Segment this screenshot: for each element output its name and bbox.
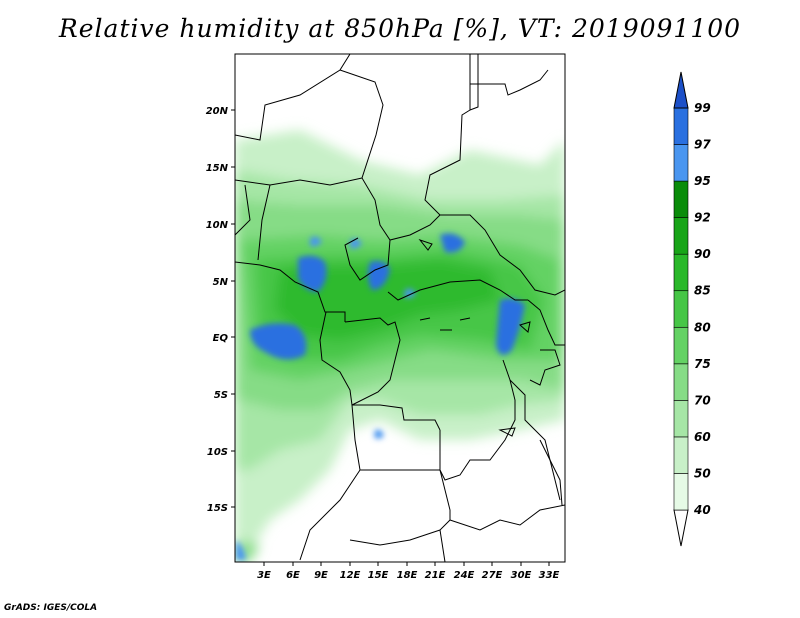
colorbar-bin	[673, 509, 689, 547]
lon-tick-label: 6E	[286, 570, 300, 581]
lon-tick-label: 21E	[425, 570, 446, 581]
lat-tick-label: 15N	[206, 163, 229, 174]
colorbar-bin	[673, 363, 689, 401]
colorbar-bin	[673, 144, 689, 182]
longitude-axis: 3E 6E 9E 12E 15E 18E 21E 24E 27E 30E 33E	[257, 562, 560, 581]
colorbar-level-label: 99	[694, 101, 711, 115]
colorbar-level-label: 80	[694, 320, 711, 334]
colorbar-bin	[673, 107, 689, 145]
chart-title: Relative humidity at 850hPa [%], VT: 201…	[58, 14, 742, 43]
high-humidity-patches	[236, 233, 525, 560]
country-borders	[235, 54, 565, 562]
lat-tick-label: 5S	[214, 390, 228, 401]
lon-tick-label: 33E	[539, 570, 560, 581]
colorbar-level-label: 40	[693, 503, 711, 517]
colorbar-bin	[673, 290, 689, 328]
lat-tick-label: 5N	[213, 277, 229, 288]
lat-tick-label: 15S	[207, 503, 228, 514]
lon-tick-label: 15E	[368, 570, 389, 581]
software-credit: GrADS: IGES/COLA	[4, 603, 98, 613]
colorbar-level-label: 75	[694, 357, 711, 371]
lon-tick-label: 9E	[314, 570, 328, 581]
map-frame	[234, 53, 566, 563]
lon-tick-label: 30E	[511, 570, 532, 581]
colorbar-bin	[673, 253, 689, 292]
lat-tick-label: EQ	[213, 333, 229, 344]
latitude-axis: 20N 15N 10N 5N EQ 5S 10S 15S	[206, 106, 235, 514]
colorbar-bin	[673, 326, 689, 365]
colorbar-bin	[673, 71, 689, 109]
humidity-field	[235, 54, 565, 562]
colorbar-bin	[673, 217, 689, 255]
colorbar-level-label: 92	[694, 211, 711, 225]
lon-tick-label: 3E	[257, 570, 271, 581]
colorbar-level-label: 50	[694, 466, 711, 480]
lon-tick-label: 12E	[340, 570, 361, 581]
colorbar-level-label: 70	[694, 393, 711, 407]
colorbar-level-label: 95	[694, 174, 711, 188]
colorbar-level-label: 60	[694, 430, 711, 444]
lon-tick-label: 18E	[397, 570, 418, 581]
colorbar-level-label: 97	[694, 138, 711, 152]
colorbar-bin	[673, 473, 689, 511]
lat-tick-label: 20N	[206, 106, 229, 117]
lon-tick-label: 24E	[454, 570, 475, 581]
colorbar: 40 50 60 70 75 80 85 90 92 95 97 99	[673, 71, 711, 547]
colorbar-level-label: 85	[694, 284, 711, 298]
colorbar-bin	[673, 180, 689, 218]
colorbar-bin	[673, 400, 689, 438]
colorbar-bin	[673, 436, 689, 474]
map-panel	[234, 53, 566, 563]
colorbar-level-label: 90	[694, 247, 711, 261]
lon-tick-label: 27E	[482, 570, 503, 581]
lat-tick-label: 10N	[206, 220, 229, 231]
lat-tick-label: 10S	[207, 447, 228, 458]
